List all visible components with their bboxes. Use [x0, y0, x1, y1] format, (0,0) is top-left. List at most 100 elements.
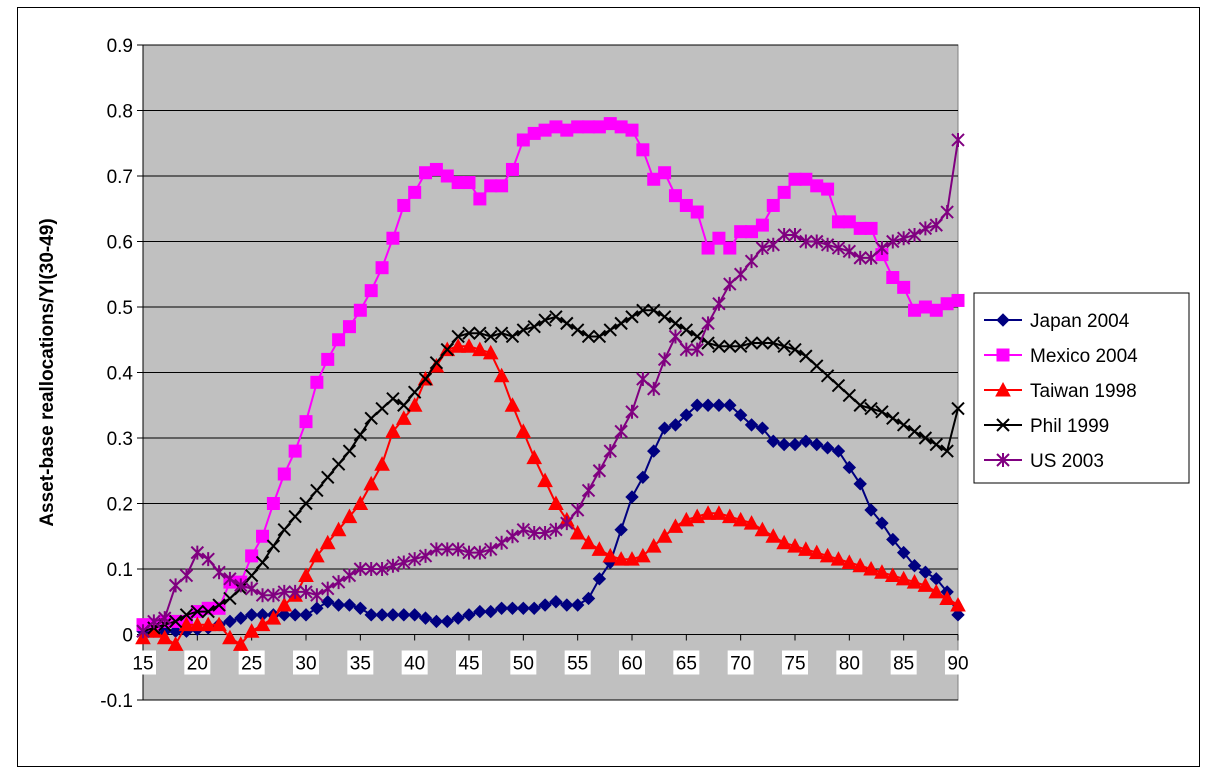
marker-diamond [484, 604, 498, 619]
marker-square [277, 467, 291, 481]
marker-x [223, 591, 237, 606]
marker-square [766, 198, 780, 212]
marker-square [332, 333, 346, 347]
legend-label: Mexico 2004 [1030, 346, 1138, 367]
marker-triangle [700, 505, 716, 520]
marker-triangle [330, 521, 347, 537]
marker-star [560, 516, 574, 531]
marker-triangle [808, 544, 825, 560]
marker-diamond [690, 398, 704, 412]
marker-diamond [755, 421, 770, 435]
marker-triangle [548, 495, 564, 510]
marker-star [136, 624, 150, 639]
marker-star [831, 241, 846, 256]
marker-square [864, 221, 878, 235]
y-tick-label: -0.1 [100, 691, 133, 712]
marker-x [168, 614, 183, 629]
marker-x [614, 316, 628, 331]
marker-square [886, 271, 900, 285]
x-tick-label-bg [619, 650, 645, 675]
x-tick-label-bg [673, 650, 700, 675]
marker-diamond [440, 614, 454, 629]
marker-diamond [951, 608, 965, 622]
marker-star [777, 227, 791, 242]
marker-triangle [537, 472, 553, 488]
marker-x [429, 355, 444, 370]
marker-star [918, 221, 933, 236]
marker-star [538, 525, 552, 540]
x-tick-label-bg [184, 650, 211, 675]
marker-square [299, 415, 313, 429]
marker-triangle [569, 524, 586, 540]
marker-triangle [754, 521, 771, 537]
x-tick-label-bg [890, 650, 917, 675]
marker-triangle [917, 577, 934, 592]
y-tick-label: 0.5 [107, 298, 133, 319]
series-line [142, 139, 959, 632]
marker-star [647, 381, 661, 396]
marker-triangle [950, 596, 966, 612]
marker-triangle [222, 629, 238, 645]
marker-diamond [375, 608, 389, 622]
marker-square [353, 303, 367, 317]
marker-star [212, 565, 226, 580]
marker-diamond [788, 437, 802, 452]
marker-star [690, 342, 704, 357]
marker-star [657, 352, 672, 367]
marker-triangle [776, 534, 792, 550]
marker-star [407, 552, 422, 567]
x-tick-label: 40 [404, 654, 425, 675]
marker-square [897, 280, 911, 294]
marker-x [907, 424, 922, 439]
series-taiwan-1998 [135, 338, 966, 651]
marker-x [657, 310, 672, 324]
marker-diamond [407, 608, 422, 622]
series-mexico-2004 [136, 117, 965, 632]
y-tick-label: 0.1 [107, 560, 133, 581]
marker-triangle [928, 583, 945, 599]
marker-star [266, 588, 281, 603]
marker-star [864, 250, 878, 265]
legend-box [973, 292, 1190, 484]
marker-x [331, 457, 346, 471]
marker-diamond [625, 490, 639, 504]
marker-triangle [461, 338, 477, 353]
marker-star [592, 463, 607, 478]
marker-star [364, 562, 378, 576]
marker-star [853, 250, 867, 265]
marker-triangle [863, 560, 879, 576]
marker-square [256, 529, 270, 543]
marker-triangle [721, 508, 738, 524]
marker-x [570, 323, 585, 337]
marker-diamond [331, 598, 346, 612]
marker-square [831, 215, 845, 229]
marker-diamond [581, 591, 596, 606]
marker-diamond [527, 601, 541, 616]
marker-x [201, 604, 215, 619]
marker-triangle [939, 590, 955, 605]
marker-x [766, 336, 780, 350]
marker-triangle [765, 528, 782, 543]
marker-diamond [592, 572, 607, 586]
marker-star [896, 231, 911, 246]
marker-triangle [395, 410, 412, 425]
marker-diamond [820, 441, 835, 455]
legend: Japan 2004 Mexico 2004 Taiwan 1998 Phil 199… [973, 292, 1190, 484]
marker-square [940, 297, 954, 311]
marker-triangle [482, 344, 499, 360]
marker-x [799, 349, 813, 363]
marker-star [940, 205, 954, 220]
marker-diamond [494, 601, 509, 616]
marker-diamond [310, 601, 324, 616]
marker-square [625, 123, 639, 137]
series-us-2003 [136, 132, 965, 639]
marker-star [929, 218, 943, 233]
marker-x [853, 398, 867, 412]
marker-diamond [733, 408, 748, 422]
marker-x [723, 339, 737, 354]
marker-triangle [265, 610, 282, 625]
y-tick-label: 0.3 [107, 429, 133, 450]
marker-diamond [473, 604, 487, 619]
x-tick-label: 15 [132, 654, 153, 675]
marker-triangle [613, 551, 629, 566]
